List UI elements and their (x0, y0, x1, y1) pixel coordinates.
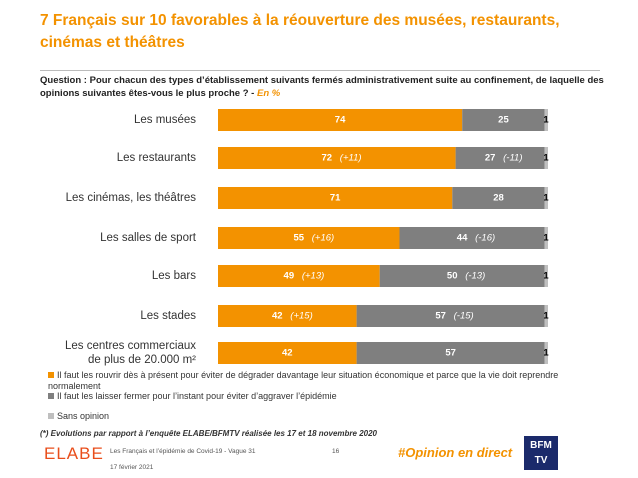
bar-segment (218, 305, 357, 327)
value-label: 42 (282, 348, 293, 359)
bar-segment (218, 265, 380, 287)
evolution-label: (-15) (454, 311, 474, 322)
bar-segment (218, 187, 453, 209)
value-label: 25 (498, 115, 509, 126)
bar-segment (544, 227, 548, 249)
value-label: 50 (447, 271, 458, 282)
category-label: Les musées (133, 114, 196, 126)
bar-segment (544, 109, 548, 131)
category-label: Les salles de sport (100, 232, 196, 244)
bar-segment (218, 342, 357, 364)
legend-entry: Sans opinion (48, 411, 588, 422)
value-label: 71 (330, 193, 341, 204)
bar-segment (356, 305, 545, 327)
bar-segment (544, 265, 548, 287)
footnote: (*) Evolutions par rapport à l’enquête E… (40, 429, 377, 438)
evolution-label: (+13) (302, 271, 324, 282)
bar-segment (462, 109, 545, 131)
legend-swatch (48, 372, 54, 378)
bar-segment (544, 305, 548, 327)
evolution-label: (+15) (290, 311, 312, 322)
bar-segment (455, 147, 545, 169)
evolution-label: (+11) (340, 153, 362, 164)
evolution-label: (-16) (475, 233, 495, 244)
category-label: Les restaurants (116, 152, 196, 164)
value-label: 55 (293, 233, 304, 244)
bar-segment (218, 147, 456, 169)
bar-segment (218, 109, 463, 131)
bar-segment (218, 227, 400, 249)
category-label: Les stades (140, 310, 196, 322)
chart-title: 7 Français sur 10 favorables à la réouve… (40, 12, 560, 51)
legend-text: Sans opinion (57, 411, 110, 421)
value-label: 72 (322, 153, 333, 164)
legend-entry: Il faut les rouvrir dès à présent pour é… (48, 370, 588, 392)
value-label: 49 (284, 271, 295, 282)
date: 17 février 2021 (110, 464, 154, 471)
legend-swatch (48, 393, 54, 399)
footer: Les Français et l’épidémie de Covid-19 -… (110, 448, 256, 455)
value-label: 1 (543, 271, 549, 282)
logo: ELABE (44, 444, 104, 463)
category-label: Les cinémas, les théâtres (65, 192, 196, 204)
value-label: 57 (445, 348, 456, 359)
evolution-label: (-13) (465, 271, 485, 282)
separator (40, 70, 600, 71)
value-label: 1 (543, 348, 549, 359)
bar-segment (399, 227, 545, 249)
category-label: Les centres commerciaux de plus de 20.00… (64, 340, 196, 366)
evolution-label: (-11) (503, 153, 522, 164)
category-label: Les bars (151, 270, 196, 282)
legend-text: Il faut les rouvrir dès à présent pour é… (48, 370, 559, 391)
bar-segment (356, 342, 545, 364)
value-label: 1 (543, 115, 549, 126)
question-text: Question : Pour chacun des types d’établ… (40, 75, 604, 99)
partner-logo: BFM TV (524, 436, 558, 470)
value-label: 1 (543, 233, 549, 244)
legend-entry: Il faut les laisser fermer pour l’instan… (48, 391, 588, 402)
value-label: 1 (543, 153, 549, 164)
bar-segment (452, 187, 545, 209)
value-label: 44 (457, 233, 468, 244)
hashtag: #Opinion en direct (398, 445, 513, 460)
value-label: 1 (543, 311, 549, 322)
bar-segment (379, 265, 545, 287)
legend-text: Il faut les laisser fermer pour l’instan… (57, 391, 337, 401)
value-label: 74 (335, 115, 346, 126)
evolution-label: (+16) (312, 233, 334, 244)
question: Question : Pour chacun des types d’établ… (40, 75, 604, 99)
value-label: 1 (543, 193, 549, 204)
value-label: 28 (493, 193, 504, 204)
bar-segment (544, 342, 548, 364)
bar-segment (544, 187, 548, 209)
unit: En % (256, 88, 281, 99)
value-label: 42 (272, 311, 283, 322)
value-label: 57 (435, 311, 446, 322)
bar-segment (544, 147, 548, 169)
page-number: 16 (332, 448, 340, 455)
value-label: 27 (485, 153, 496, 164)
legend-swatch (48, 413, 54, 419)
